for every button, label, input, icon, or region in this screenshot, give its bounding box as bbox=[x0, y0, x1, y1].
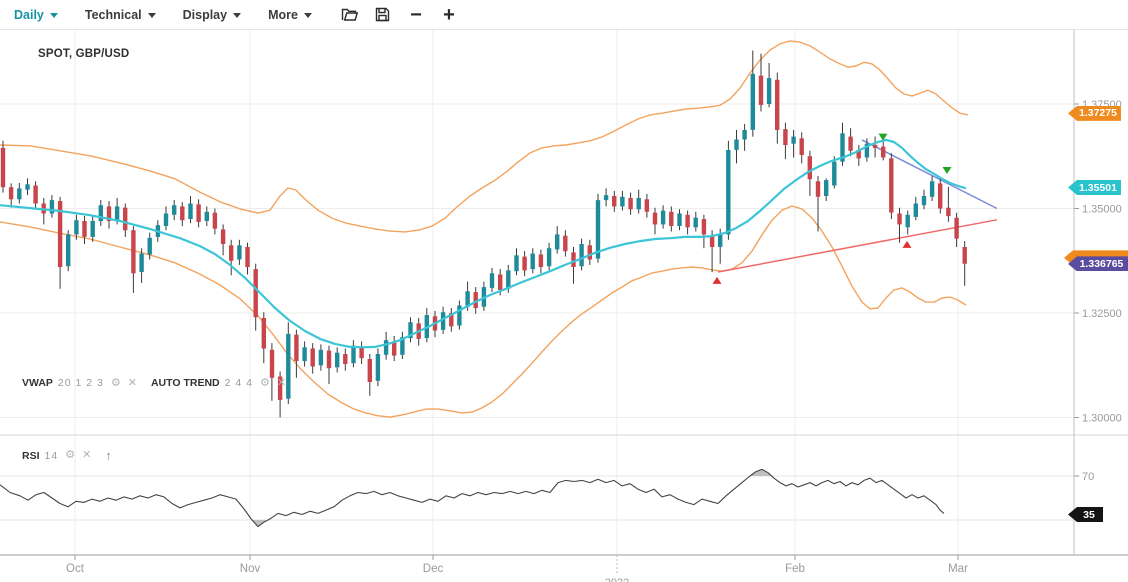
auto-trend-indicator-params: 2 4 4 bbox=[224, 377, 253, 389]
signal-markers bbox=[712, 133, 952, 284]
svg-text:Dec: Dec bbox=[423, 563, 444, 575]
auto-trend-lines bbox=[717, 139, 998, 273]
buy-signal-icon bbox=[902, 240, 912, 248]
save-icon[interactable] bbox=[372, 4, 394, 26]
svg-text:Feb: Feb bbox=[785, 563, 805, 575]
rsi-legend-row: RSI 14 ⚙ ✕ ↑ bbox=[22, 448, 112, 463]
menu-technical[interactable]: Technical bbox=[85, 8, 156, 22]
zoom-out-glyph: − bbox=[410, 3, 422, 26]
menu-timeframe[interactable]: Daily bbox=[14, 8, 58, 22]
toolbar: Daily Technical Display More bbox=[0, 0, 1128, 30]
rsi-plot bbox=[0, 468, 945, 528]
last-price-badge: 1.336765 bbox=[1068, 256, 1128, 272]
menu-more[interactable]: More bbox=[268, 8, 312, 22]
rsi-expand-arrow-icon[interactable]: ↑ bbox=[105, 448, 112, 463]
vwap-remove-icon[interactable]: ✕ bbox=[127, 376, 137, 389]
symbol-label: SPOT, GBP/USD bbox=[38, 48, 130, 60]
rsi-settings-gear-icon[interactable]: ⚙ bbox=[65, 449, 76, 461]
svg-text:Mar: Mar bbox=[948, 563, 968, 575]
svg-text:70: 70 bbox=[1082, 471, 1094, 483]
time-axis[interactable]: Oct Nov Dec Feb Mar 2022 bbox=[66, 555, 968, 582]
zoom-out-icon[interactable]: − bbox=[405, 4, 427, 26]
zoom-in-icon[interactable]: + bbox=[438, 4, 460, 26]
svg-text:2022: 2022 bbox=[605, 577, 629, 582]
menu-more-label: More bbox=[268, 7, 298, 22]
chevron-down-icon bbox=[147, 13, 156, 18]
auto-trend-settings-gear-icon[interactable]: ⚙ bbox=[259, 376, 270, 389]
sell-signal-icon bbox=[878, 133, 888, 141]
bb-upper-price-badge: 1.37275 bbox=[1068, 105, 1121, 121]
svg-text:1.35000: 1.35000 bbox=[1082, 204, 1122, 216]
open-folder-icon[interactable] bbox=[339, 4, 361, 26]
auto-trend-remove-icon[interactable]: ✕ bbox=[276, 376, 287, 389]
svg-text:Oct: Oct bbox=[66, 563, 85, 575]
menu-display-label: Display bbox=[182, 7, 228, 22]
menu-display[interactable]: Display bbox=[182, 7, 242, 22]
vwap-indicator-params: 20 1 2 3 bbox=[57, 377, 104, 389]
svg-text:Nov: Nov bbox=[240, 563, 261, 575]
gridlines bbox=[0, 30, 1074, 555]
vwap-line bbox=[0, 138, 967, 349]
chevron-down-icon bbox=[233, 13, 242, 18]
rsi-indicator-params: 14 bbox=[44, 449, 59, 462]
rsi-remove-icon[interactable]: ✕ bbox=[82, 449, 92, 461]
rsi-indicator-label: RSI bbox=[22, 449, 40, 462]
vwap-price-badge: 1.35501 bbox=[1068, 180, 1121, 196]
rsi-value-badge: 35 bbox=[1068, 507, 1103, 522]
candles bbox=[0, 50, 967, 418]
vwap-indicator-label: VWAP bbox=[22, 377, 53, 389]
indicator-legend-row: VWAP 20 1 2 3 ⚙ ✕ AUTO TREND 2 4 4 ⚙ ✕ bbox=[22, 377, 286, 389]
menu-technical-label: Technical bbox=[84, 7, 142, 22]
zoom-in-glyph: + bbox=[443, 3, 455, 26]
auto-trend-indicator-label: AUTO TREND bbox=[150, 377, 220, 389]
buy-signal-icon bbox=[712, 276, 722, 284]
vwap-settings-gear-icon[interactable]: ⚙ bbox=[110, 376, 121, 389]
chevron-down-icon bbox=[303, 13, 312, 18]
sell-signal-icon bbox=[942, 167, 952, 175]
chevron-down-icon bbox=[49, 13, 58, 18]
menu-timeframe-label: Daily bbox=[14, 7, 44, 22]
svg-text:1.30000: 1.30000 bbox=[1082, 413, 1122, 425]
bollinger-bands bbox=[0, 40, 969, 418]
svg-text:1.32500: 1.32500 bbox=[1082, 308, 1122, 320]
